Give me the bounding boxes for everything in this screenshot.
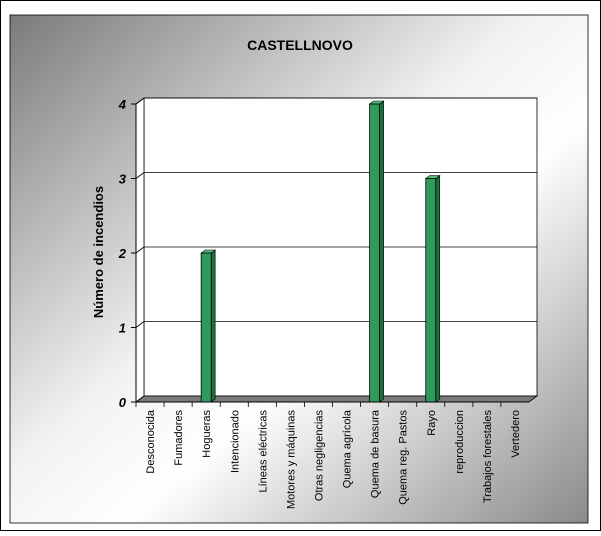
bar-side xyxy=(435,174,441,403)
plot-area: 0 1 2 3 4 Desconocida Fumadores Hogueras Intenci… xyxy=(118,97,539,510)
bar xyxy=(425,178,437,403)
gridline-side xyxy=(135,246,145,254)
bar xyxy=(369,103,381,403)
chart-title: CASTELLNOVO xyxy=(247,37,353,53)
y-tick-label: 3 xyxy=(119,172,127,187)
bar-side xyxy=(210,249,216,403)
y-tick-label: 0 xyxy=(119,395,127,410)
y-tick-label: 2 xyxy=(118,246,127,261)
gridline-side xyxy=(135,172,145,179)
gridline-side xyxy=(135,321,145,328)
x-tick-label: Desconocida xyxy=(145,409,157,473)
x-tick-label: Quema de basura xyxy=(370,409,382,498)
x-tick-label: Rayo xyxy=(426,410,438,436)
x-tick-label: Fumadores xyxy=(173,410,185,466)
x-tick-label: Motores y máquinas xyxy=(285,410,297,510)
x-tick-label: Trabajos forestales xyxy=(482,410,494,504)
bar-side xyxy=(379,100,384,403)
y-tick-label: 4 xyxy=(118,97,127,112)
x-tick-label: Intencionado xyxy=(229,410,241,473)
x-tick-label: Hogueras xyxy=(201,410,213,458)
y-tick-label: 1 xyxy=(119,321,126,336)
y-axis-label: Número de incendios xyxy=(91,186,106,318)
bar xyxy=(200,252,212,403)
x-tick-label: reproduccion xyxy=(454,410,466,474)
x-tick-label: Quema reg. Pastos xyxy=(398,410,410,505)
x-tick-label: Quema agrícola xyxy=(342,409,354,488)
x-tick-label: Vertedero xyxy=(510,410,522,458)
gridline-side xyxy=(135,97,145,105)
plot-floor xyxy=(134,395,539,403)
x-tick-label: Otras negligencias xyxy=(313,410,325,502)
x-tick-label: Líneas eléctricas xyxy=(257,410,269,493)
